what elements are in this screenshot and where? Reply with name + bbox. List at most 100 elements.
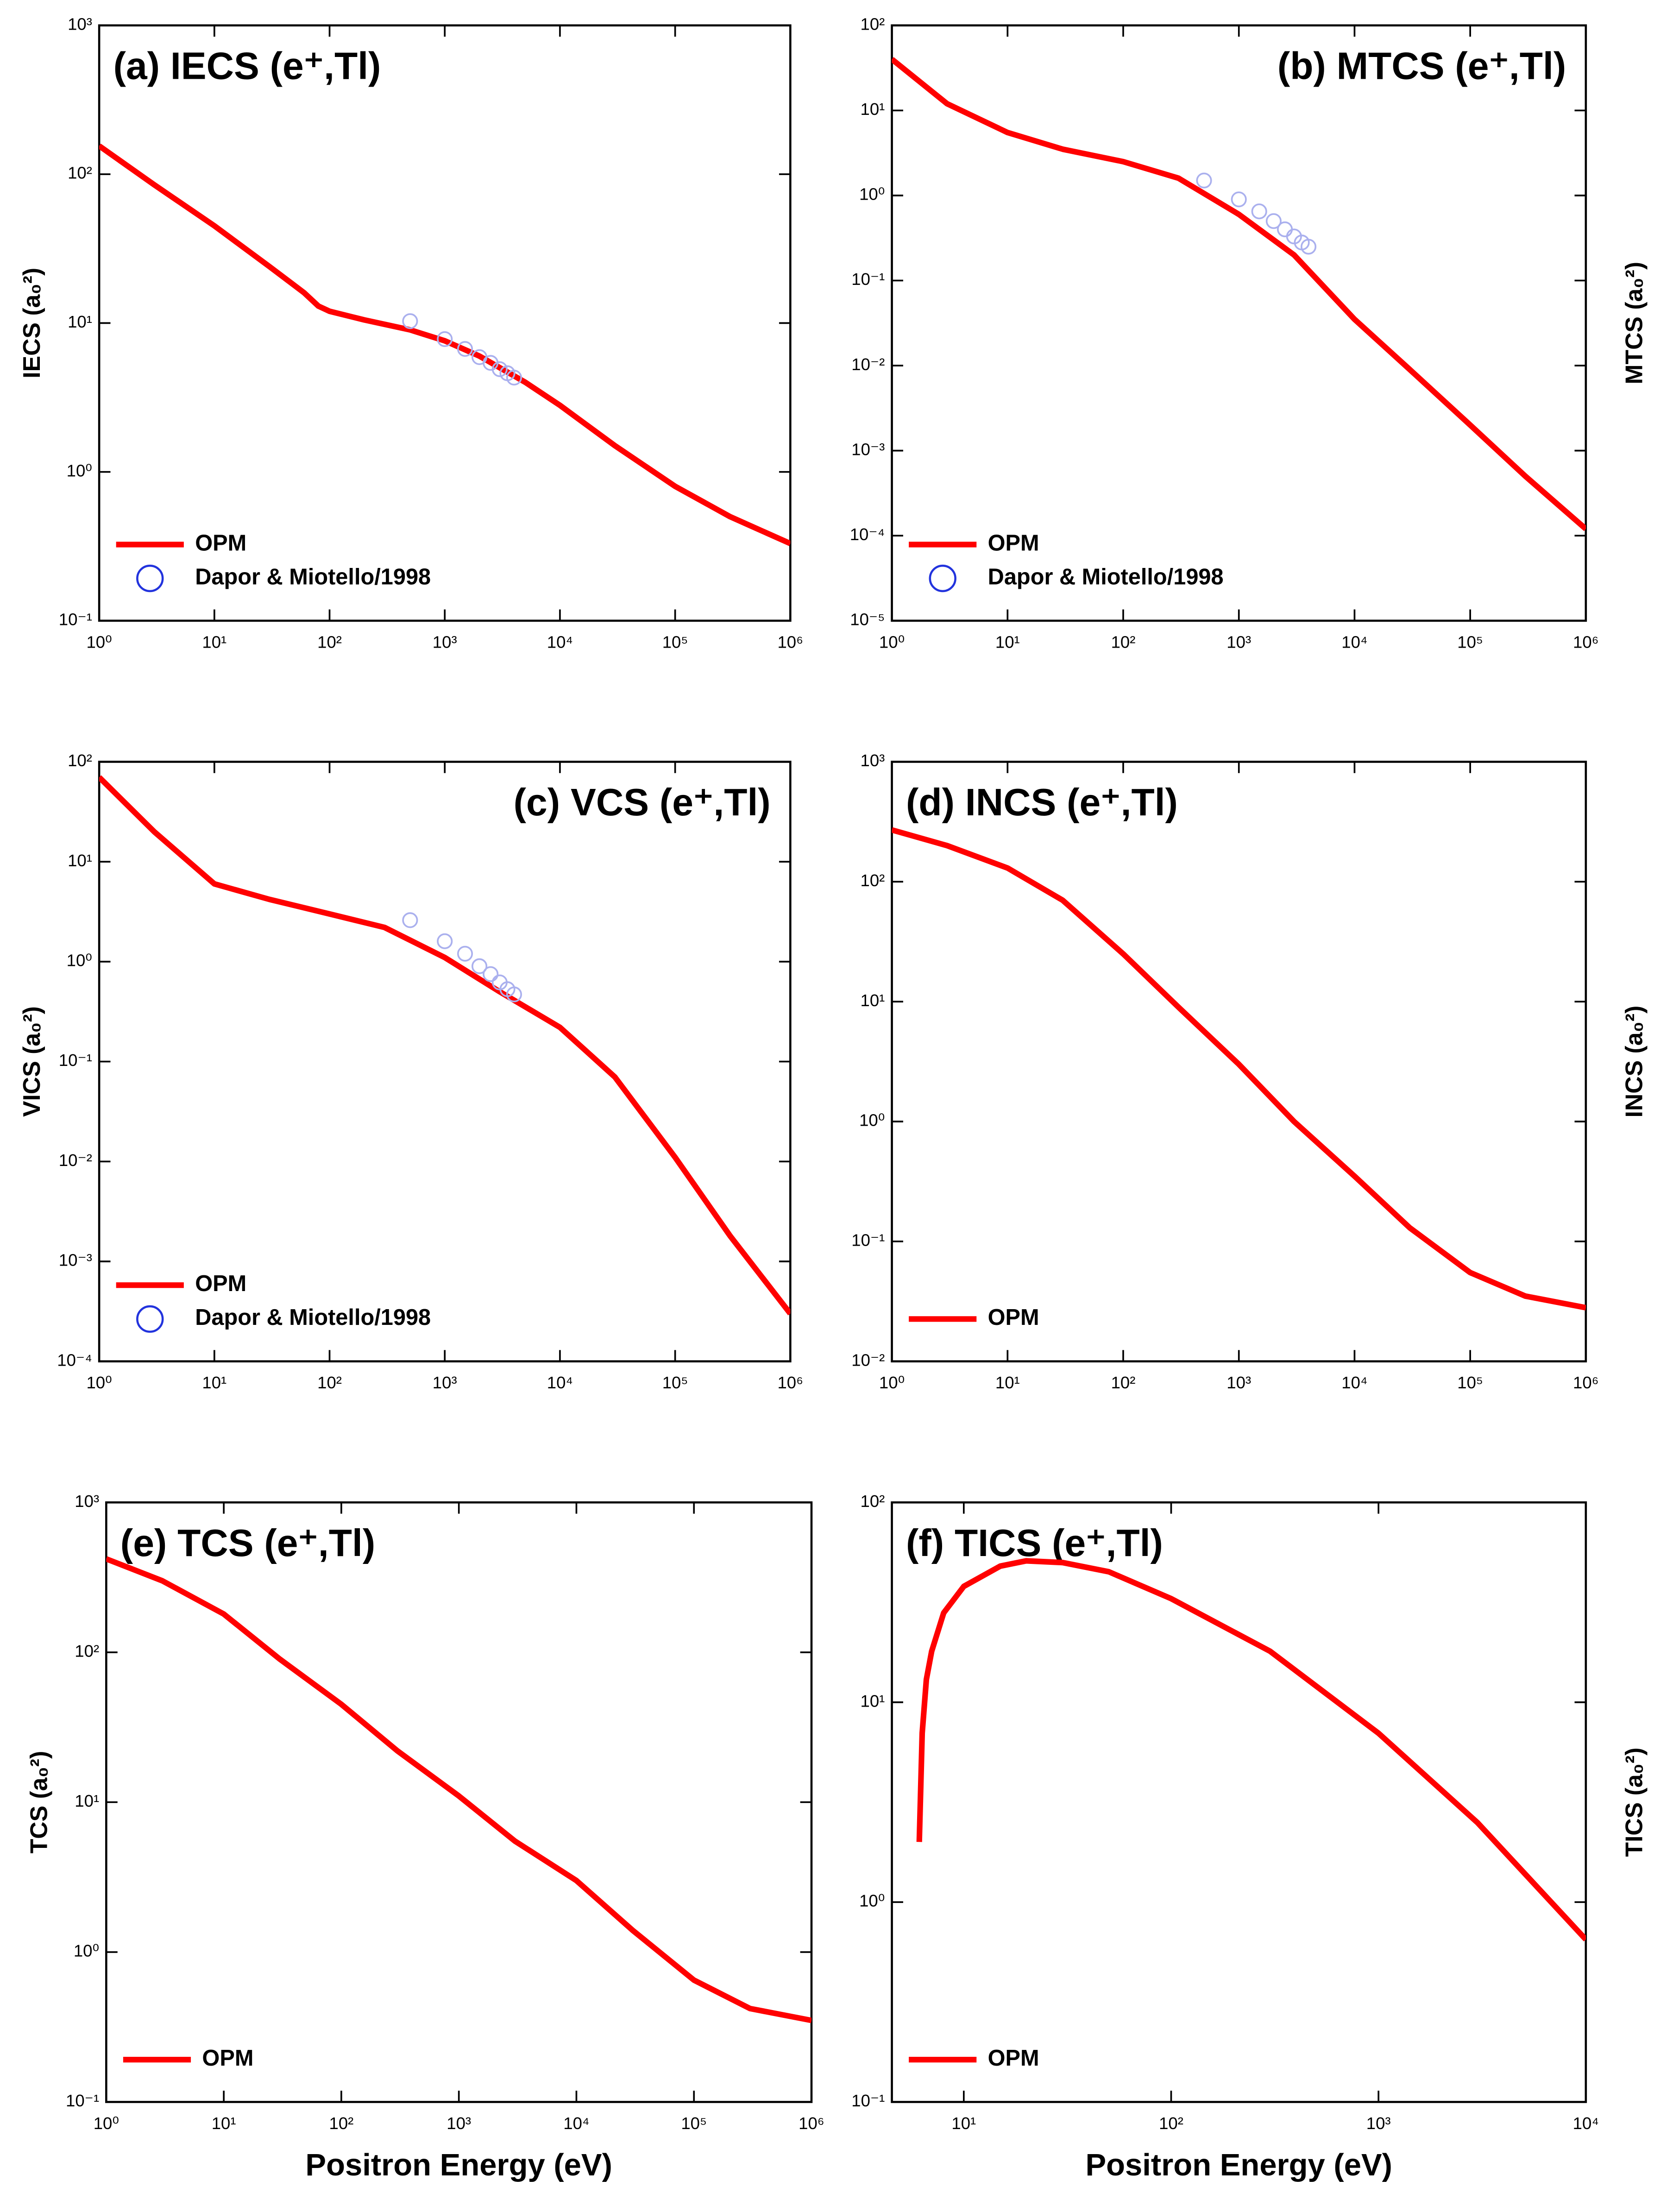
x-tick-label: 10³ [1366, 2114, 1391, 2133]
y-tick-label: 10⁻¹ [851, 2091, 885, 2110]
y-axis-label: VICS (a₀²) [18, 1006, 45, 1117]
legend-label: OPM [195, 530, 246, 555]
data-point [483, 966, 499, 982]
legend-label: Dapor & Miotello/1998 [195, 1305, 431, 1330]
y-tick-label: 10⁻⁴ [57, 1350, 92, 1369]
legend-marker [136, 1305, 164, 1333]
y-tick-label: 10⁻¹ [851, 1231, 885, 1250]
x-tick-label: 10¹ [995, 632, 1020, 651]
y-tick-label: 10⁻³ [59, 1251, 92, 1270]
chart-title: (d) INCS (e⁺,Tl) [906, 781, 1178, 824]
legend-label: OPM [988, 530, 1039, 555]
x-tick-label: 10⁰ [86, 632, 112, 651]
data-point [1277, 221, 1293, 238]
x-tick-label: 10³ [433, 1373, 457, 1392]
chart-title: (b) MTCS (e⁺,Tl) [1277, 45, 1566, 88]
y-tick-label: 10⁰ [74, 1941, 99, 1960]
y-axis-label: MTCS (a₀²) [1621, 262, 1648, 384]
x-tick-label: 10² [317, 632, 342, 651]
x-tick-label: 10⁰ [94, 2114, 119, 2133]
x-tick-label: 10¹ [202, 1373, 226, 1392]
x-axis-label: Positron Energy (eV) [305, 2148, 612, 2182]
x-tick-label: 10⁴ [547, 632, 573, 651]
data-line [916, 1558, 1586, 1941]
x-tick-label: 10⁵ [681, 2114, 707, 2133]
data-point [491, 361, 508, 377]
y-tick-label: 10⁰ [859, 1111, 885, 1130]
data-point [506, 986, 522, 1002]
x-tick-label: 10⁰ [86, 1373, 112, 1392]
x-tick-label: 10⁶ [1573, 632, 1599, 651]
x-tick-label: 10¹ [212, 2114, 236, 2133]
y-tick-label: 10¹ [861, 1691, 885, 1710]
x-tick-label: 10³ [433, 632, 457, 651]
x-tick-label: 10⁴ [1573, 2114, 1599, 2133]
data-point [437, 933, 453, 949]
x-tick-label: 10⁴ [1341, 1373, 1367, 1392]
x-tick-label: 10⁵ [662, 1373, 688, 1392]
legend-label: OPM [202, 2046, 253, 2071]
x-tick-label: 10³ [1226, 632, 1251, 651]
legend-label: OPM [195, 1271, 246, 1296]
y-tick-label: 10⁻³ [851, 440, 885, 459]
plot-frame [891, 1501, 1587, 2103]
y-tick-label: 10⁰ [859, 185, 885, 204]
x-tick-label: 10² [329, 2114, 354, 2133]
x-tick-label: 10¹ [951, 2114, 976, 2133]
x-tick-label: 10² [1111, 1373, 1136, 1392]
data-line [892, 827, 1586, 1311]
chart-title: (a) IECS (e⁺,Tl) [113, 45, 381, 88]
y-tick-label: 10³ [861, 751, 885, 770]
y-tick-label: 10⁻¹ [66, 2091, 99, 2110]
x-tick-label: 10⁴ [547, 1373, 573, 1392]
data-point [402, 313, 418, 329]
y-tick-label: 10⁻⁵ [850, 610, 885, 629]
y-tick-label: 10¹ [75, 1791, 99, 1810]
legend-label: OPM [988, 1305, 1039, 1330]
x-tick-label: 10¹ [202, 632, 226, 651]
x-tick-label: 10⁶ [777, 632, 803, 651]
x-tick-label: 10³ [1226, 1373, 1251, 1392]
x-tick-label: 10¹ [995, 1373, 1020, 1392]
y-tick-label: 10¹ [861, 100, 885, 119]
legend-label: Dapor & Miotello/1998 [988, 564, 1224, 589]
y-tick-label: 10² [861, 14, 885, 33]
legend-label: OPM [988, 2046, 1039, 2071]
x-tick-label: 10² [1111, 632, 1136, 651]
y-axis-label: INCS (a₀²) [1621, 1006, 1648, 1118]
data-line [99, 775, 791, 1316]
y-tick-label: 10² [68, 164, 92, 183]
data-line [892, 57, 1586, 531]
data-point [506, 370, 522, 386]
x-tick-label: 10⁵ [1457, 632, 1483, 651]
y-tick-label: 10⁻⁴ [850, 525, 885, 544]
chart-title: (e) TCS (e⁺,Tl) [120, 1522, 375, 1564]
x-tick-label: 10² [1159, 2114, 1183, 2133]
data-point [1265, 213, 1282, 229]
y-tick-label: 10⁰ [859, 1891, 885, 1910]
plot-frame [105, 1501, 813, 2103]
y-tick-label: 10² [68, 751, 92, 770]
y-tick-label: 10⁰ [67, 951, 92, 970]
data-line [99, 143, 791, 546]
y-tick-label: 10⁰ [67, 461, 92, 480]
data-point [1301, 239, 1317, 255]
x-tick-label: 10⁶ [1573, 1373, 1599, 1392]
data-point [402, 912, 418, 928]
legend-label: Dapor & Miotello/1998 [195, 564, 431, 589]
chart-title: (c) VCS (e⁺,Tl) [514, 781, 771, 824]
y-tick-label: 10⁻¹ [851, 270, 885, 289]
legend-marker [929, 564, 956, 592]
y-axis-label: TCS (a₀²) [25, 1751, 52, 1854]
x-tick-label: 10⁴ [1341, 632, 1367, 651]
y-tick-label: 10⁻² [851, 1350, 885, 1369]
y-tick-label: 10¹ [68, 312, 92, 331]
data-point [1196, 172, 1212, 189]
y-tick-label: 10² [75, 1641, 99, 1660]
x-tick-label: 10⁰ [879, 632, 905, 651]
x-tick-label: 10⁶ [799, 2114, 824, 2133]
x-tick-label: 10⁵ [1457, 1373, 1483, 1392]
data-point [1231, 191, 1247, 208]
x-axis-label: Positron Energy (eV) [1085, 2148, 1392, 2182]
